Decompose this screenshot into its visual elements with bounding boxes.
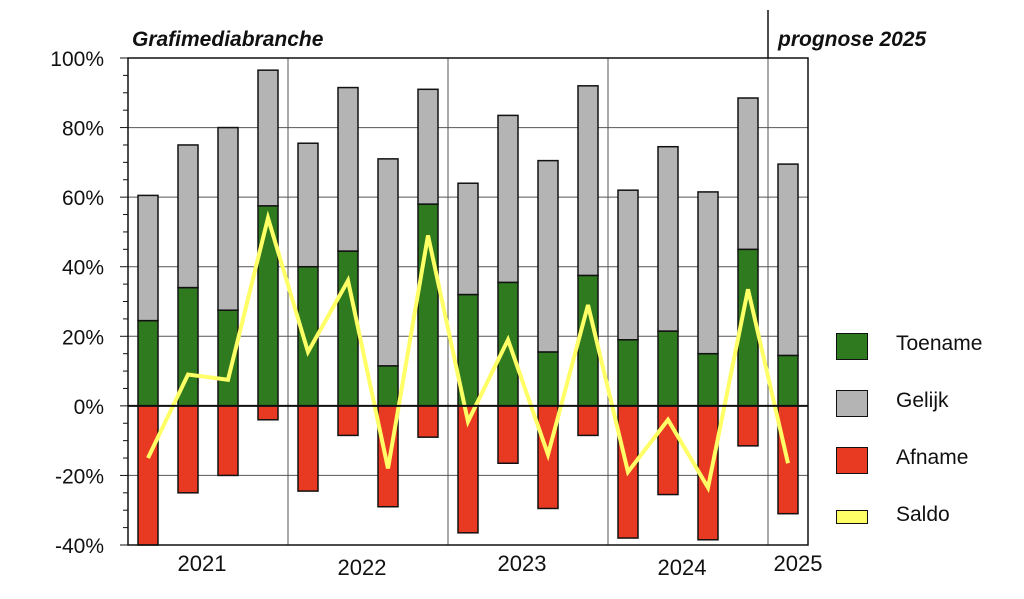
bar-gelijk — [297, 142, 319, 268]
bar-toename — [537, 351, 559, 407]
y-tick-label: 80% — [62, 118, 104, 141]
bar-afname — [497, 405, 519, 465]
bar-afname — [577, 405, 599, 437]
x-year-label: 2024 — [658, 555, 707, 580]
bar-gelijk — [337, 86, 359, 252]
prognose-label: prognose 2025 — [778, 28, 927, 51]
legend-swatch-toename — [836, 333, 868, 360]
bar-gelijk — [737, 97, 759, 251]
bar-gelijk — [497, 114, 519, 284]
bar-toename — [137, 319, 159, 407]
bar-toename — [617, 339, 639, 407]
bar-toename — [657, 330, 679, 407]
legend-label-saldo: Saldo — [896, 503, 950, 526]
bar-toename — [337, 250, 359, 407]
x-year-label: 2025 — [774, 551, 823, 576]
legend-swatch-saldo — [836, 510, 868, 524]
bar-toename — [377, 365, 399, 407]
bar-gelijk — [137, 194, 159, 322]
bar-afname — [177, 405, 199, 494]
bars — [137, 69, 799, 546]
bar-gelijk — [697, 191, 719, 355]
bar-gelijk — [257, 69, 279, 207]
y-axis: 100% 80% 60% 40% 20% 0% -20% -40% — [50, 48, 128, 558]
bar-gelijk — [777, 163, 799, 357]
bar-gelijk — [537, 159, 559, 353]
y-tick-label: 60% — [62, 187, 104, 210]
y-tick-label: 20% — [62, 326, 104, 349]
saldo-line-group — [146, 210, 790, 494]
saldo-line — [146, 210, 790, 494]
bar-afname — [137, 405, 159, 546]
legend-label-toename: Toename — [896, 332, 983, 355]
y-tick-label: 100% — [50, 48, 104, 71]
x-year-label: 2021 — [178, 551, 227, 576]
bar-gelijk — [177, 144, 199, 289]
bar-afname — [417, 405, 439, 438]
legend-label-gelijk: Gelijk — [896, 389, 949, 412]
x-year-label: 2023 — [498, 551, 547, 576]
bar-gelijk — [417, 88, 439, 205]
bar-afname — [257, 405, 279, 421]
bar-toename — [777, 354, 799, 407]
bar-gelijk — [577, 85, 599, 277]
bar-afname — [217, 405, 239, 477]
bar-afname — [297, 405, 319, 492]
y-tick-label: 0% — [74, 396, 104, 419]
bar-afname — [337, 405, 359, 437]
bar-gelijk — [657, 145, 679, 332]
y-tick-label: -40% — [55, 535, 104, 558]
x-axis: 2021 2022 2023 2024 2025 — [178, 551, 823, 580]
bar-gelijk — [217, 126, 239, 311]
bar-gelijk — [457, 182, 479, 296]
y-tick-label: -20% — [55, 465, 104, 488]
bar-gelijk — [617, 189, 639, 341]
bar-toename — [697, 352, 719, 407]
bar-toename — [417, 203, 439, 407]
y-tick-label: 40% — [62, 257, 104, 280]
bar-gelijk — [377, 158, 399, 367]
legend-swatch-afname — [836, 447, 868, 474]
legend-swatch-gelijk — [836, 390, 868, 417]
chart-title: Grafimediabranche — [132, 28, 324, 51]
bar-afname — [737, 405, 759, 447]
legend-label-afname: Afname — [896, 446, 969, 469]
x-year-label: 2022 — [338, 555, 387, 580]
